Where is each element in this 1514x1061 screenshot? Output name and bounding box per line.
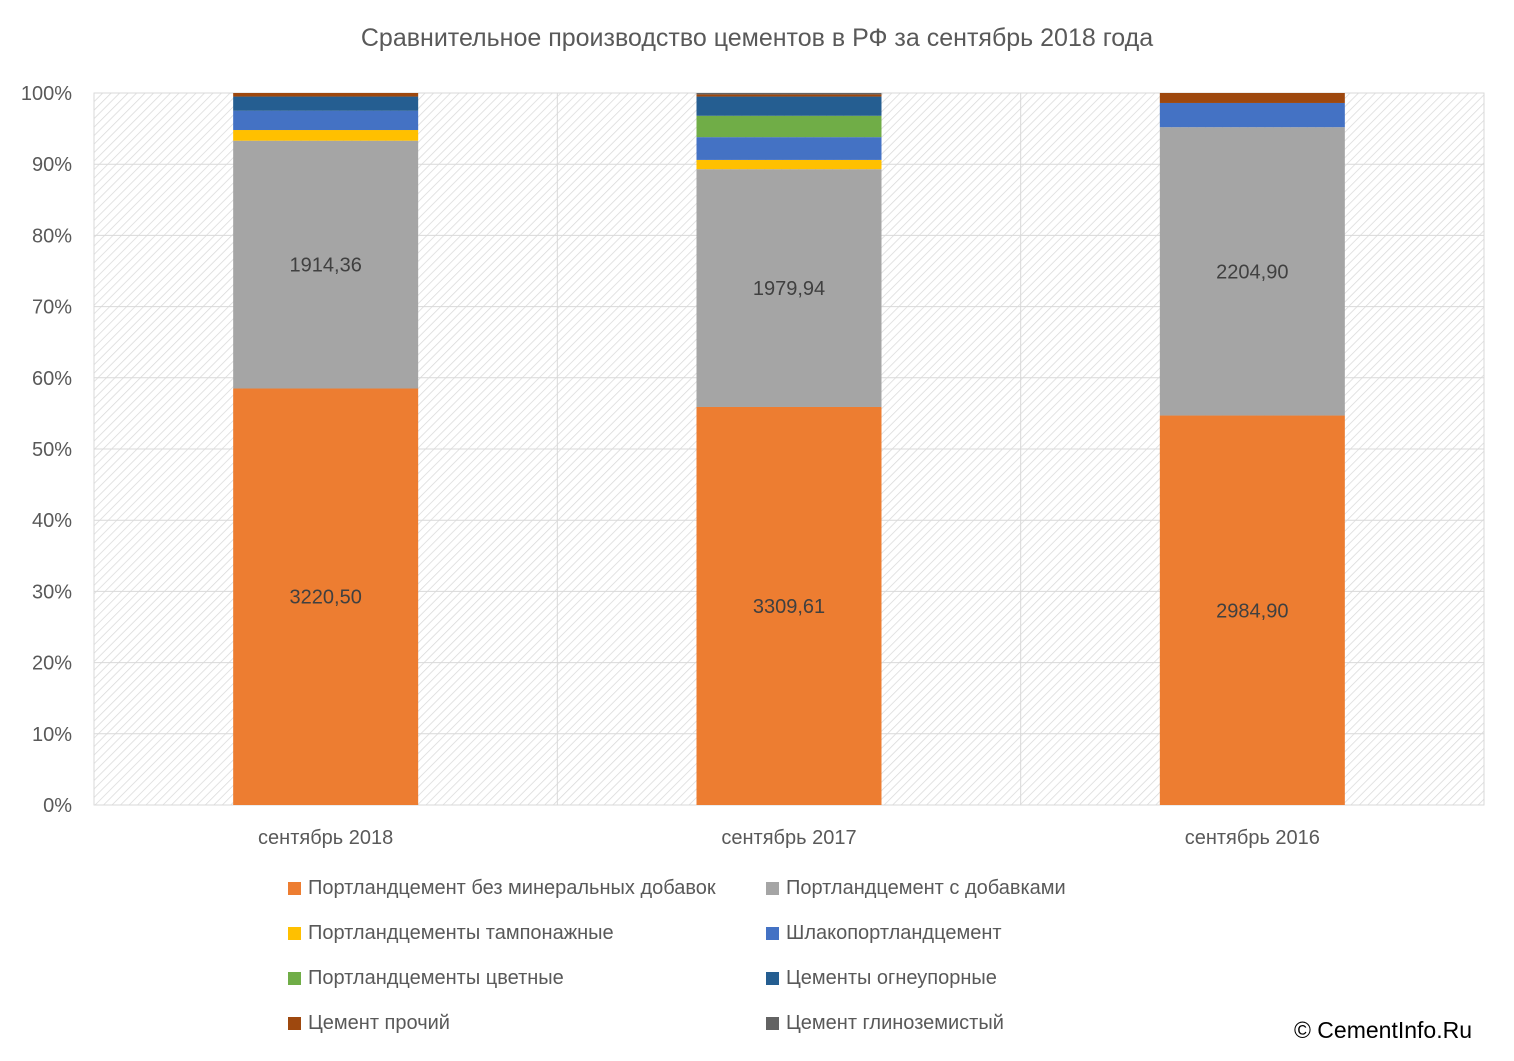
y-tick-label: 100% xyxy=(21,83,72,105)
bars xyxy=(233,93,1345,805)
bar-segment xyxy=(696,96,882,116)
bar-segment xyxy=(1159,102,1345,128)
x-tick-label: сентябрь 2018 xyxy=(258,827,393,849)
legend-item: Портландцемент без минеральных добавок xyxy=(288,876,766,900)
bar-segment xyxy=(233,388,419,805)
bar-segment xyxy=(1159,415,1345,805)
legend-label: Цементы огнеупорные xyxy=(786,966,997,989)
copyright-text: © CementInfo.Ru xyxy=(1293,1017,1472,1043)
bar-segment xyxy=(233,130,419,141)
data-labels: 3220,50 1914,36 3309,61 1979,94 2984,90 2204,… xyxy=(290,255,1289,623)
x-tick-label: сентябрь 2016 xyxy=(1185,827,1320,849)
data-label: 3309,61 xyxy=(753,596,825,618)
bar-segment xyxy=(1159,93,1345,103)
x-axis-tick-labels: сентябрь 2018 сентябрь 2017 сентябрь 2016 xyxy=(258,827,1320,849)
bar-segment xyxy=(233,110,419,131)
legend-label: Цемент глиноземистый xyxy=(786,1011,1004,1034)
y-tick-label: 40% xyxy=(32,510,72,532)
legend-item: Портландцементы цветные xyxy=(288,966,766,990)
chart-title: Сравнительное производство цементов в РФ… xyxy=(360,24,1154,52)
legend-swatch xyxy=(766,881,779,895)
legend-label: Портландцементы тампонажные xyxy=(308,921,614,944)
bar-segment xyxy=(696,93,882,95)
legend-swatch xyxy=(288,1016,301,1030)
data-label: 2204,90 xyxy=(1216,261,1288,283)
legend-item: Портландцементы тампонажные xyxy=(288,921,766,945)
data-label: 3220,50 xyxy=(290,587,362,609)
legend-label: Шлакопортландцемент xyxy=(786,921,1002,944)
bar-segment xyxy=(1159,127,1345,416)
y-tick-label: 20% xyxy=(32,653,72,675)
bar-segment xyxy=(233,96,419,111)
y-tick-label: 70% xyxy=(32,297,72,319)
legend-swatch xyxy=(288,971,301,985)
legend-item: Цемент глиноземистый xyxy=(766,1011,1186,1035)
y-tick-label: 80% xyxy=(32,225,72,247)
legend-swatch xyxy=(288,926,301,940)
bar-segment xyxy=(696,94,882,97)
legend-swatch xyxy=(288,881,301,895)
legend-label: Портландцементы цветные xyxy=(308,966,564,989)
legend-item: Портландцемент с добавками xyxy=(766,876,1186,900)
bar-segment xyxy=(696,137,882,160)
y-tick-label: 50% xyxy=(32,439,72,461)
bar-segment xyxy=(696,159,882,170)
y-tick-label: 60% xyxy=(32,368,72,390)
bar-segment xyxy=(233,93,419,97)
bar-segment xyxy=(233,140,419,389)
legend-swatch xyxy=(766,1016,779,1030)
y-axis-tick-labels: 0% 10% 20% 30% 40% 50% 60% 70% 80% 90% 100% xyxy=(21,83,72,817)
legend-item: Цементы огнеупорные xyxy=(766,966,1186,990)
legend-item: Шлакопортландцемент xyxy=(766,921,1186,945)
data-label: 1914,36 xyxy=(290,255,362,277)
bar-segment xyxy=(696,115,882,138)
y-tick-label: 90% xyxy=(32,154,72,176)
legend: Портландцемент без минеральных добавок По… xyxy=(288,876,1188,1035)
y-tick-label: 10% xyxy=(32,724,72,746)
legend-swatch xyxy=(766,971,779,985)
y-tick-label: 30% xyxy=(32,581,72,603)
legend-label: Цемент прочий xyxy=(308,1011,450,1034)
data-label: 2984,90 xyxy=(1216,600,1288,622)
bar-segment xyxy=(696,406,882,805)
bar-segment xyxy=(696,169,882,407)
data-label: 1979,94 xyxy=(753,278,825,300)
x-tick-label: сентябрь 2017 xyxy=(721,827,856,849)
legend-item: Цемент прочий xyxy=(288,1011,766,1035)
y-tick-label: 0% xyxy=(43,795,72,817)
legend-swatch xyxy=(766,926,779,940)
legend-label: Портландцемент без минеральных добавок xyxy=(308,876,716,899)
legend-label: Портландцемент с добавками xyxy=(786,876,1066,899)
